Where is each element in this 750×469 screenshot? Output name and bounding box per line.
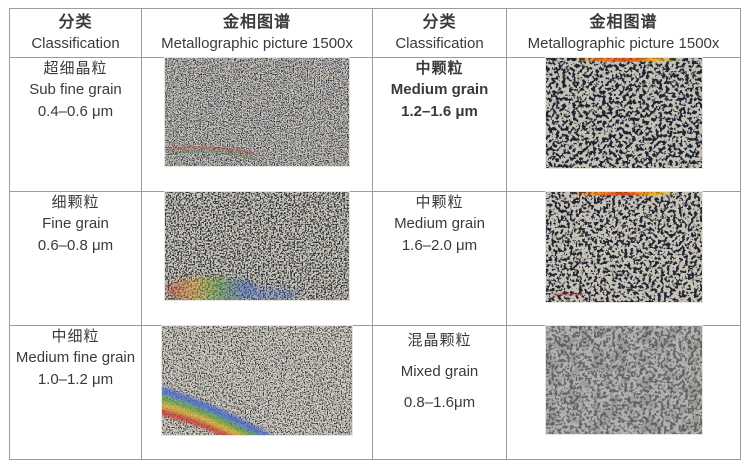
grain-name-zh: 中颗粒 — [415, 60, 464, 77]
header-classification-left: 分类 Classification — [9, 8, 142, 58]
cell-medium-grain-1: 中颗粒 Medium grain 1.2–1.6 μm — [372, 57, 507, 192]
header-zh: 分类 — [422, 13, 457, 31]
grain-name-en: Mixed grain — [400, 362, 479, 380]
cell-micrograph — [506, 57, 741, 192]
header-zh: 金相图谱 — [222, 13, 291, 31]
grain-size-range: 1.6–2.0 μm — [401, 236, 478, 254]
header-zh: 金相图谱 — [589, 13, 658, 31]
cell-micrograph — [506, 191, 741, 326]
grain-classification-table: 分类 Classification 金相图谱 Metallographic pi… — [9, 8, 741, 460]
header-en: Classification — [31, 34, 120, 52]
grain-size-range: 0.4–0.6 μm — [37, 102, 114, 120]
grain-size-range: 1.0–1.2 μm — [37, 370, 114, 388]
cell-medium-grain-2: 中颗粒 Medium grain 1.6–2.0 μm — [372, 191, 507, 326]
header-en: Classification — [395, 34, 484, 52]
grain-name-zh: 混晶颗粒 — [407, 332, 472, 349]
cell-micrograph — [506, 325, 741, 460]
micrograph-medium-fine-grain-image — [161, 325, 353, 436]
header-en: Metallographic picture 1500x — [161, 34, 353, 52]
grain-name-en: Fine grain — [42, 215, 109, 233]
header-en: Metallographic picture 1500x — [527, 34, 720, 52]
grain-name-zh: 中颗粒 — [415, 194, 464, 211]
header-picture-left: 金相图谱 Metallographic picture 1500x — [141, 8, 373, 58]
table-row: 超细晶粒 Sub fine grain 0.4–0.6 μm 中颗粒 Mediu… — [9, 57, 741, 192]
grain-size-range: 1.2–1.6 μm — [401, 102, 478, 120]
micrograph-sub-fine-grain-image — [164, 57, 350, 167]
header-picture-right: 金相图谱 Metallographic picture 1500x — [506, 8, 741, 58]
header-classification-right: 分类 Classification — [372, 8, 507, 58]
cell-mixed-grain: 混晶颗粒 Mixed grain 0.8–1.6μm — [372, 325, 507, 460]
grain-name-en: Medium grain — [390, 81, 489, 99]
cell-micrograph — [141, 191, 373, 326]
cell-micrograph — [141, 325, 373, 460]
header-row: 分类 Classification 金相图谱 Metallographic pi… — [9, 8, 741, 58]
header-zh: 分类 — [58, 13, 93, 31]
cell-sub-fine-grain: 超细晶粒 Sub fine grain 0.4–0.6 μm — [9, 57, 142, 192]
grain-name-zh: 细颗粒 — [51, 194, 100, 211]
cell-fine-grain: 细颗粒 Fine grain 0.6–0.8 μm — [9, 191, 142, 326]
grain-size-range: 0.6–0.8 μm — [37, 236, 114, 254]
micrograph-medium-grain-1-image — [544, 57, 703, 169]
table-row: 细颗粒 Fine grain 0.6–0.8 μm 中颗粒 Medium gra… — [9, 191, 741, 326]
micrograph-fine-grain-image — [164, 191, 350, 301]
grain-size-range: 0.8–1.6μm — [403, 393, 476, 411]
micrograph-medium-grain-2-image — [544, 191, 703, 303]
grain-name-zh: 中细粒 — [51, 328, 100, 345]
grain-name-en: Medium grain — [394, 215, 485, 233]
micrograph-mixed-grain-image — [544, 325, 703, 435]
cell-medium-fine-grain: 中细粒 Medium fine grain 1.0–1.2 μm — [9, 325, 142, 460]
grain-name-en: Medium fine grain — [15, 349, 136, 367]
grain-name-zh: 超细晶粒 — [43, 60, 108, 77]
cell-micrograph — [141, 57, 373, 192]
grain-name-en: Sub fine grain — [29, 81, 122, 99]
table-row: 中细粒 Medium fine grain 1.0–1.2 μm 混 — [9, 325, 741, 460]
